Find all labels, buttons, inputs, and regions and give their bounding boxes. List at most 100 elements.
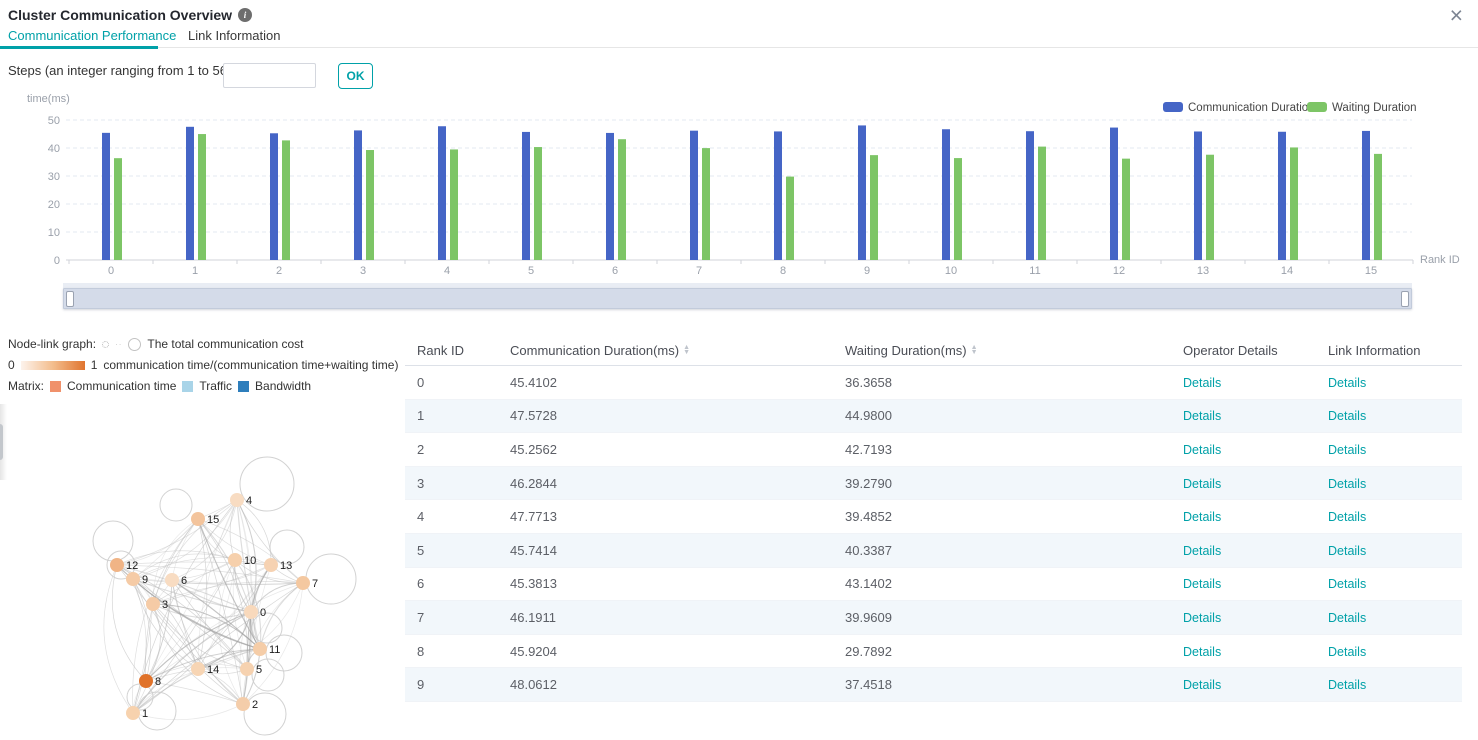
waiting-duration-bar[interactable]	[1122, 159, 1130, 260]
communication-duration-bar[interactable]	[690, 131, 698, 260]
operator-details-link[interactable]: Details	[1183, 611, 1221, 625]
steps-input[interactable]	[223, 63, 316, 88]
graph-node-7[interactable]	[296, 576, 310, 590]
link-information-link[interactable]: Details	[1328, 376, 1366, 390]
communication-duration-bar[interactable]	[1278, 132, 1286, 260]
graph-node-11[interactable]	[253, 642, 267, 656]
x-tick-label: 1	[192, 265, 198, 277]
communication-duration-bar[interactable]	[270, 133, 278, 260]
nodelink-legend-text: The total communication cost	[147, 337, 303, 351]
communication-duration-bar[interactable]	[774, 131, 782, 260]
operator-details-link[interactable]: Details	[1183, 678, 1221, 692]
communication-duration-bar[interactable]	[354, 130, 362, 260]
graph-edge	[172, 519, 198, 580]
communication-bar-chart[interactable]: time(ms)01020304050012345678910111213141…	[0, 90, 1478, 290]
datazoom-handle-left[interactable]	[66, 291, 74, 307]
graph-node-10[interactable]	[228, 553, 242, 567]
info-icon[interactable]: i	[238, 8, 252, 22]
operator-details-link[interactable]: Details	[1183, 443, 1221, 457]
communication-duration-bar[interactable]	[858, 125, 866, 260]
legend-label[interactable]: Communication Duration	[1188, 102, 1315, 114]
graph-node-label: 15	[207, 514, 219, 526]
graph-node-4[interactable]	[230, 493, 244, 507]
waiting-duration-bar[interactable]	[282, 140, 290, 260]
operator-details-link[interactable]: Details	[1183, 477, 1221, 491]
table-row: 948.061237.4518DetailsDetails	[405, 668, 1462, 702]
table-row: 346.284439.2790DetailsDetails	[405, 467, 1462, 501]
link-information-link[interactable]: Details	[1328, 510, 1366, 524]
sort-icon[interactable]: ▲▼	[683, 345, 690, 355]
waiting-duration-bar[interactable]	[1290, 147, 1298, 260]
graph-node-5[interactable]	[240, 662, 254, 676]
operator-details-link[interactable]: Details	[1183, 409, 1221, 423]
legend-swatch-icon[interactable]	[1163, 102, 1183, 112]
operator-details-link[interactable]: Details	[1183, 544, 1221, 558]
drawer-handle[interactable]	[0, 424, 3, 460]
waiting-duration-bar[interactable]	[198, 134, 206, 260]
waiting-duration-bar[interactable]	[534, 147, 542, 260]
small-circle-icon	[102, 341, 109, 348]
communication-duration-bar[interactable]	[102, 133, 110, 260]
graph-node-8[interactable]	[139, 674, 153, 688]
graph-node-14[interactable]	[191, 662, 205, 676]
link-information-link[interactable]: Details	[1328, 443, 1366, 457]
node-link-graph[interactable]: 0123456789101112131415	[85, 452, 390, 740]
operator-details-link[interactable]: Details	[1183, 577, 1221, 591]
waiting-duration-bar[interactable]	[450, 149, 458, 260]
rank-id-cell: 9	[405, 677, 498, 692]
operator-details-link[interactable]: Details	[1183, 376, 1221, 390]
waiting-duration-bar[interactable]	[366, 150, 374, 260]
waiting-duration-bar[interactable]	[114, 158, 122, 260]
waiting-duration-bar[interactable]	[702, 148, 710, 260]
datazoom-handle-right[interactable]	[1401, 291, 1409, 307]
gradient-max-label: 1	[91, 358, 98, 372]
tab-communication-performance[interactable]: Communication Performance	[8, 28, 176, 43]
waiting-duration-bar[interactable]	[1038, 147, 1046, 260]
legend-swatch-icon[interactable]	[1307, 102, 1327, 112]
link-information-link[interactable]: Details	[1328, 645, 1366, 659]
operator-details-link[interactable]: Details	[1183, 645, 1221, 659]
link-information-link[interactable]: Details	[1328, 611, 1366, 625]
communication-duration-cell: 48.0612	[498, 677, 833, 692]
link-information-link[interactable]: Details	[1328, 477, 1366, 491]
communication-duration-bar[interactable]	[438, 126, 446, 260]
link-information-link[interactable]: Details	[1328, 544, 1366, 558]
communication-duration-bar[interactable]	[186, 127, 194, 260]
sort-icon[interactable]: ▲▼	[971, 345, 978, 355]
communication-duration-bar[interactable]	[1194, 131, 1202, 260]
communication-duration-bar[interactable]	[942, 129, 950, 260]
tab-link-information[interactable]: Link Information	[188, 28, 281, 43]
communication-duration-bar[interactable]	[606, 133, 614, 260]
link-information-link[interactable]: Details	[1328, 678, 1366, 692]
graph-node-3[interactable]	[146, 597, 160, 611]
waiting-duration-bar[interactable]	[618, 139, 626, 260]
close-icon[interactable]: ×	[1450, 4, 1463, 27]
waiting-duration-bar[interactable]	[786, 177, 794, 260]
graph-node-15[interactable]	[191, 512, 205, 526]
graph-node-2[interactable]	[236, 697, 250, 711]
legend-label[interactable]: Waiting Duration	[1332, 102, 1417, 114]
communication-duration-bar[interactable]	[522, 132, 530, 260]
graph-node-6[interactable]	[165, 573, 179, 587]
waiting-duration-bar[interactable]	[1374, 154, 1382, 260]
waiting-duration-bar[interactable]	[870, 155, 878, 260]
operator-details-link[interactable]: Details	[1183, 510, 1221, 524]
communication-duration-bar[interactable]	[1362, 131, 1370, 260]
link-information-link[interactable]: Details	[1328, 409, 1366, 423]
ok-button[interactable]: OK	[338, 63, 373, 89]
waiting-duration-bar[interactable]	[1206, 155, 1214, 260]
graph-node-label: 14	[207, 664, 219, 676]
datazoom-track[interactable]	[63, 288, 1412, 309]
graph-node-12[interactable]	[110, 558, 124, 572]
graph-node-1[interactable]	[126, 706, 140, 720]
column-waiting-duration[interactable]: Waiting Duration(ms) ▲▼	[833, 343, 1171, 358]
waiting-duration-bar[interactable]	[954, 158, 962, 260]
graph-node-13[interactable]	[264, 558, 278, 572]
communication-duration-bar[interactable]	[1026, 131, 1034, 260]
chart-datazoom-slider[interactable]	[63, 283, 1412, 310]
communication-duration-bar[interactable]	[1110, 128, 1118, 260]
graph-node-0[interactable]	[244, 605, 258, 619]
link-information-link[interactable]: Details	[1328, 577, 1366, 591]
graph-node-9[interactable]	[126, 572, 140, 586]
column-communication-duration[interactable]: Communication Duration(ms) ▲▼	[498, 343, 833, 358]
